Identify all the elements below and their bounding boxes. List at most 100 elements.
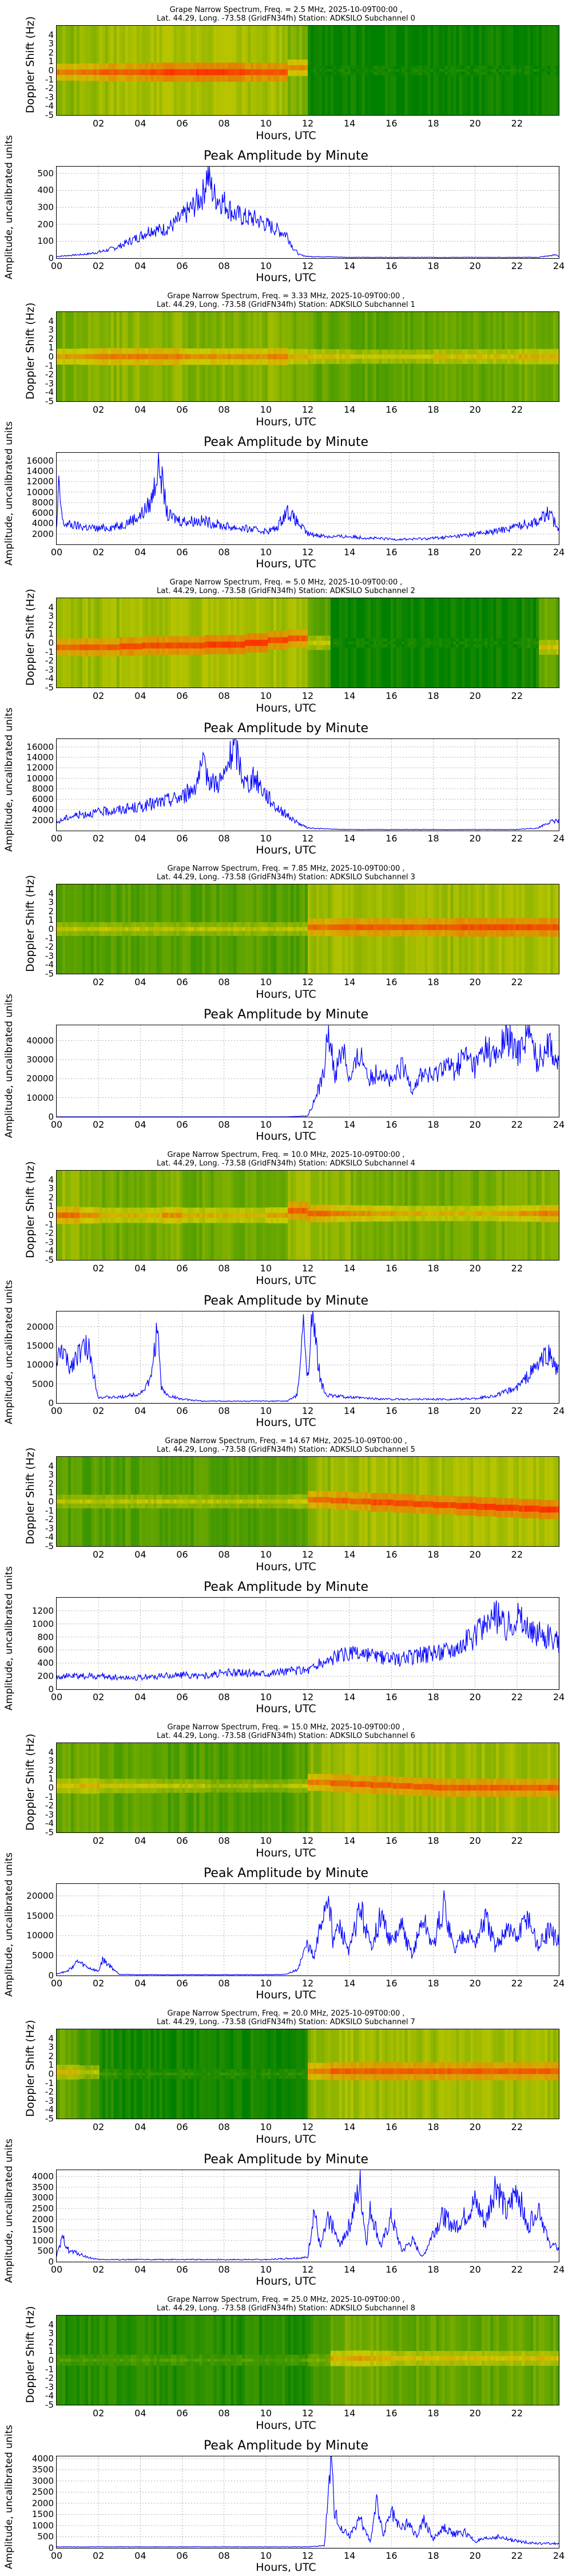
spectrogram-core	[282, 2072, 285, 2076]
spectrogram-core	[99, 1784, 103, 1788]
spectrogram-core	[387, 69, 391, 72]
spectrogram-core	[427, 1211, 431, 1216]
spectrogram-core	[364, 1781, 368, 1787]
spectrogram-ytick-label: -3	[45, 664, 54, 675]
amplitude-series-line	[57, 1600, 559, 1681]
spectrogram-core	[225, 641, 228, 648]
spectrogram-core	[299, 635, 303, 642]
spectrogram-core	[390, 641, 394, 645]
spectrogram-core	[456, 69, 459, 72]
spectrogram-ytick-label: 1	[48, 1201, 54, 1212]
spectrogram-core	[156, 1212, 160, 1218]
spectrogram-core	[336, 1498, 340, 1504]
amplitude-xtick-label: 06	[176, 260, 188, 271]
spectrogram-core	[433, 1785, 437, 1791]
spectrogram-core	[73, 1499, 77, 1504]
spectrogram-core	[324, 69, 328, 72]
spectrogram-core	[542, 924, 545, 930]
spectrogram-core	[442, 924, 446, 930]
spectrogram-core	[150, 1212, 154, 1218]
spectrogram-core	[333, 924, 337, 930]
spectrogram-core	[248, 1784, 251, 1788]
amplitude-ytick-label: 15000	[26, 1341, 54, 1351]
spectrogram-core	[170, 2072, 174, 2076]
spectrogram-core	[436, 69, 440, 72]
spectrogram-core	[79, 644, 83, 650]
spectrogram-xlabel: Hours, UTC	[256, 1274, 316, 1287]
spectrogram-core	[210, 354, 214, 359]
spectrogram-core	[190, 2072, 194, 2076]
spectrogram-core	[439, 354, 443, 359]
spectrogram-core	[444, 1211, 448, 1216]
spectrogram-core	[439, 1785, 443, 1791]
spectrogram-core	[85, 2358, 89, 2362]
spectrogram-core	[222, 1499, 225, 1504]
spectrogram-core	[364, 1499, 368, 1504]
spectrogram-core	[510, 1211, 514, 1216]
spectrogram-canvas	[57, 884, 559, 974]
spectrogram-xtick-label: 10	[260, 404, 272, 415]
spectrogram-core	[382, 641, 386, 645]
spectrogram-core	[404, 354, 408, 359]
spectrogram-core	[402, 2068, 406, 2075]
spectrogram-core	[527, 2068, 531, 2075]
spectrogram-core	[102, 644, 106, 650]
spectrogram-core	[242, 927, 245, 931]
spectrogram-core	[67, 645, 72, 650]
spectrogram-core	[93, 69, 97, 75]
spectrogram-core	[522, 69, 525, 72]
spectrogram-core	[65, 1499, 69, 1504]
spectrogram-core	[447, 641, 451, 645]
spectrogram-core	[73, 927, 77, 931]
spectrogram-core	[168, 2358, 172, 2362]
spectrogram-core	[530, 354, 534, 359]
spectrogram-core	[168, 1212, 172, 1218]
spectrogram-core	[196, 354, 200, 359]
spectrogram-core	[96, 644, 100, 650]
spectrogram-core	[188, 1499, 192, 1504]
amplitude-ytick-label: 20000	[26, 1073, 54, 1084]
spectrogram-core	[525, 1211, 528, 1216]
spectrogram-core	[310, 641, 314, 645]
spectrogram-core	[330, 69, 334, 72]
spectrogram-core	[556, 645, 559, 650]
spectrogram-core	[202, 1212, 206, 1218]
spectrogram-core	[550, 354, 554, 359]
spectrogram-core	[487, 1504, 491, 1510]
spectrogram-core	[296, 1499, 300, 1504]
spectrogram-core	[305, 354, 308, 359]
spectrogram-core	[302, 927, 305, 931]
spectrogram-core	[419, 354, 423, 359]
spectrogram-core	[113, 1499, 117, 1504]
spectrogram-ytick-label: -1	[45, 74, 54, 85]
spectrogram-title: Grape Narrow Spectrum, Freq. = 7.85 MHz,…	[167, 864, 405, 873]
spectrogram-core	[336, 2068, 340, 2075]
spectrogram-core	[213, 1499, 217, 1504]
spectrogram-core	[79, 1499, 83, 1504]
spectrogram-core	[159, 927, 163, 931]
spectrogram-core	[444, 924, 448, 930]
spectrogram-core	[547, 1506, 551, 1513]
spectrogram-core	[464, 1211, 468, 1216]
spectrogram-core	[173, 354, 177, 359]
spectrogram-core	[173, 2358, 177, 2362]
spectrogram-xtick-label: 12	[301, 690, 314, 701]
spectrogram-core	[399, 1500, 403, 1507]
amplitude-xtick-label: 18	[427, 1978, 439, 1989]
spectrogram-xtick-label: 06	[176, 977, 188, 987]
spectrogram-ytick-label: -1	[45, 2077, 54, 2088]
spectrogram-core	[156, 2072, 160, 2076]
spectrogram-core	[390, 2068, 394, 2075]
spectrogram-core	[422, 924, 426, 930]
spectrogram-core	[453, 924, 457, 930]
spectrogram-core	[519, 354, 522, 359]
spectrogram-core	[213, 927, 217, 931]
spectrogram-core	[251, 354, 254, 359]
spectrogram-subtitle: Lat. 44.29, Long. -73.58 (GridFN34fh) St…	[157, 2304, 415, 2313]
spectrogram-core	[522, 2068, 525, 2075]
spectrogram-title: Grape Narrow Spectrum, Freq. = 20.0 MHz,…	[167, 2009, 405, 2018]
spectrogram-core	[416, 354, 420, 359]
spectrogram-core	[456, 354, 459, 359]
spectrogram-core	[484, 1504, 488, 1510]
